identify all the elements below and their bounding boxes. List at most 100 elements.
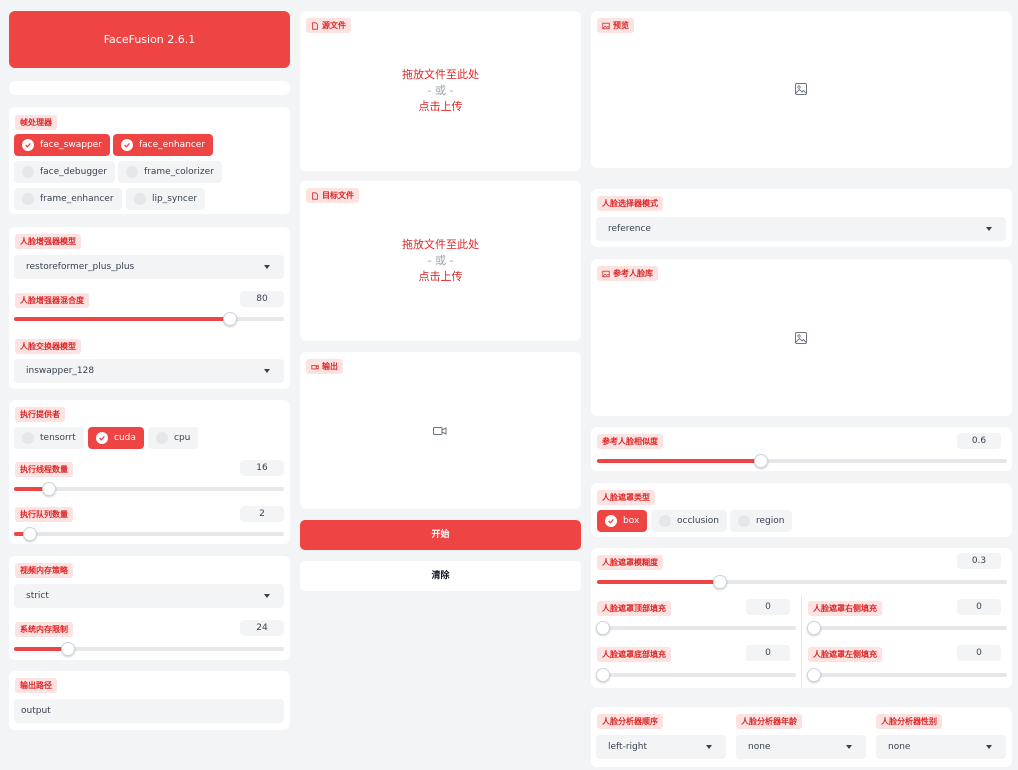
checkbox-empty-icon (22, 166, 34, 178)
face-mask-padding-left-slider[interactable] (807, 668, 1007, 682)
chevron-down-icon (986, 745, 992, 749)
provider-tensorrt[interactable]: tensorrt (14, 427, 84, 449)
checkbox-checked-icon (605, 515, 617, 527)
system-memory-limit-slider[interactable] (14, 642, 284, 656)
processor-label: face_swapper (40, 140, 102, 150)
face-mask-padding-bottom-slider[interactable] (596, 668, 796, 682)
checkbox-empty-icon (22, 193, 34, 205)
label-text: 输出 (322, 362, 338, 371)
face-analyser-age-select[interactable]: none (736, 735, 866, 759)
target-file-label: 目标文件 (306, 188, 359, 203)
slider-fill (597, 459, 761, 463)
face-mask-blur-number[interactable]: 0.3 (957, 553, 1001, 569)
clear-button[interactable]: 清除 (300, 561, 581, 591)
or-text: - 或 - (427, 84, 454, 97)
face-mask-padding-bottom-label: 人脸遮罩底部填充 (597, 647, 671, 662)
label-text: 预览 (613, 21, 629, 30)
execution-queue-number[interactable]: 2 (240, 506, 284, 522)
slider-thumb[interactable] (223, 312, 237, 326)
slider-thumb[interactable] (807, 668, 821, 682)
select-value: inswapper_128 (26, 366, 95, 376)
face-mask-padding-top-slider[interactable] (596, 621, 796, 635)
face-mask-blur-slider[interactable] (597, 575, 1007, 589)
processor-label: face_debugger (40, 167, 107, 177)
face-swapper-model-select[interactable]: inswapper_128 (14, 359, 284, 383)
chevron-down-icon (846, 745, 852, 749)
checkbox-empty-icon (659, 515, 671, 527)
reference-distance-number[interactable]: 0.6 (957, 433, 1001, 449)
slider-thumb[interactable] (754, 454, 768, 468)
mask-type-label: occlusion (677, 516, 720, 526)
slider-fill (14, 487, 50, 491)
face-analyser-order-select[interactable]: left-right (596, 735, 726, 759)
output-path-input[interactable]: output (14, 699, 284, 723)
mask-type-box[interactable]: box (597, 510, 648, 532)
mask-type-label: box (623, 516, 640, 526)
execution-threads-number[interactable]: 16 (240, 460, 284, 476)
source-file-upload[interactable]: 源文件 拖放文件至此处 - 或 - 点击上传 (300, 11, 581, 171)
face-analyser-panel: 人脸分析器顺序 left-right 人脸分析器年龄 none 人脸分析器性别 … (591, 707, 1012, 767)
processor-frame-enhancer[interactable]: frame_enhancer (14, 188, 122, 210)
mask-type-region[interactable]: region (730, 510, 793, 532)
slider-thumb[interactable] (23, 527, 38, 541)
processor-lip-syncer[interactable]: lip_syncer (126, 188, 206, 210)
drop-text: 拖放文件至此处 (402, 238, 479, 251)
face-analyser-order-label: 人脸分析器顺序 (597, 714, 663, 729)
provider-label: cuda (114, 433, 136, 443)
face-mask-padding-bottom-number[interactable]: 0 (746, 645, 790, 661)
face-mask-padding-top-number[interactable]: 0 (746, 599, 790, 615)
slider-thumb[interactable] (807, 621, 821, 635)
output-path-label: 输出路径 (15, 678, 57, 693)
processor-face-enhancer[interactable]: face_enhancer (113, 134, 214, 156)
face-enhancer-model-select[interactable]: restoreformer_plus_plus (14, 255, 284, 279)
slider-thumb[interactable] (61, 642, 75, 656)
label-text: 参考人脸库 (613, 269, 653, 278)
processors-panel: 帧处理器 face_swapper face_enhancer face_deb… (9, 107, 290, 214)
reference-distance-slider[interactable] (597, 454, 1007, 468)
file-icon (312, 21, 318, 30)
source-drop-hint: 拖放文件至此处 - 或 - 点击上传 (300, 67, 581, 115)
face-enhancer-blend-slider[interactable] (14, 312, 284, 326)
slider-thumb[interactable] (596, 668, 610, 682)
face-mask-settings-panel: 人脸遮罩模糊度 0.3 人脸遮罩顶部填充 0 人脸遮罩右侧填充 0 人脸遮罩底部… (591, 548, 1012, 688)
select-value: left-right (608, 742, 647, 752)
processor-label: face_enhancer (139, 140, 206, 150)
provider-cuda[interactable]: cuda (88, 427, 144, 449)
slider-thumb[interactable] (596, 621, 610, 635)
processor-label: frame_enhancer (40, 194, 114, 204)
target-file-upload[interactable]: 目标文件 拖放文件至此处 - 或 - 点击上传 (300, 181, 581, 341)
execution-threads-slider[interactable] (14, 482, 284, 496)
face-mask-padding-right-slider[interactable] (807, 621, 1007, 635)
system-memory-limit-label: 系统内存限制 (15, 622, 73, 637)
app-title-banner: FaceFusion 2.6.1 (9, 11, 290, 68)
label-text: 源文件 (322, 21, 346, 30)
select-value: restoreformer_plus_plus (26, 262, 135, 272)
processor-face-swapper[interactable]: face_swapper (14, 134, 110, 156)
mask-type-occlusion[interactable]: occlusion (651, 510, 728, 532)
face-analyser-gender-select[interactable]: none (876, 735, 1006, 759)
face-mask-padding-right-number[interactable]: 0 (957, 599, 1001, 615)
face-mask-padding-left-number[interactable]: 0 (957, 645, 1001, 661)
execution-queue-slider[interactable] (14, 527, 284, 541)
start-button[interactable]: 开始 (300, 520, 581, 550)
system-memory-limit-number[interactable]: 24 (240, 620, 284, 636)
reference-face-gallery[interactable]: 参考人脸库 (591, 259, 1012, 416)
face-mask-padding-left-label: 人脸遮罩左侧填充 (808, 647, 882, 662)
checkbox-empty-icon (126, 166, 138, 178)
processors-label: 帧处理器 (15, 115, 57, 130)
face-enhancer-blend-number[interactable]: 80 (240, 291, 284, 307)
select-value: strict (26, 591, 49, 601)
processor-face-debugger[interactable]: face_debugger (14, 161, 115, 183)
processor-frame-colorizer[interactable]: frame_colorizer (118, 161, 222, 183)
video-memory-strategy-select[interactable]: strict (14, 584, 284, 608)
image-icon (602, 270, 610, 277)
face-mask-types-panel: 人脸遮罩类型 box occlusion region (591, 483, 1012, 537)
face-selector-mode-select[interactable]: reference (596, 217, 1006, 241)
slider-thumb[interactable] (713, 575, 727, 589)
slider-thumb[interactable] (42, 482, 57, 496)
execution-providers-label: 执行提供者 (15, 407, 65, 422)
image-placeholder-icon (795, 332, 807, 344)
face-selector-mode-label: 人脸选择器模式 (597, 196, 663, 211)
execution-panel: 执行提供者 tensorrt cuda cpu 执行线程数量 16 执行队列数量… (9, 400, 290, 544)
provider-cpu[interactable]: cpu (148, 427, 199, 449)
